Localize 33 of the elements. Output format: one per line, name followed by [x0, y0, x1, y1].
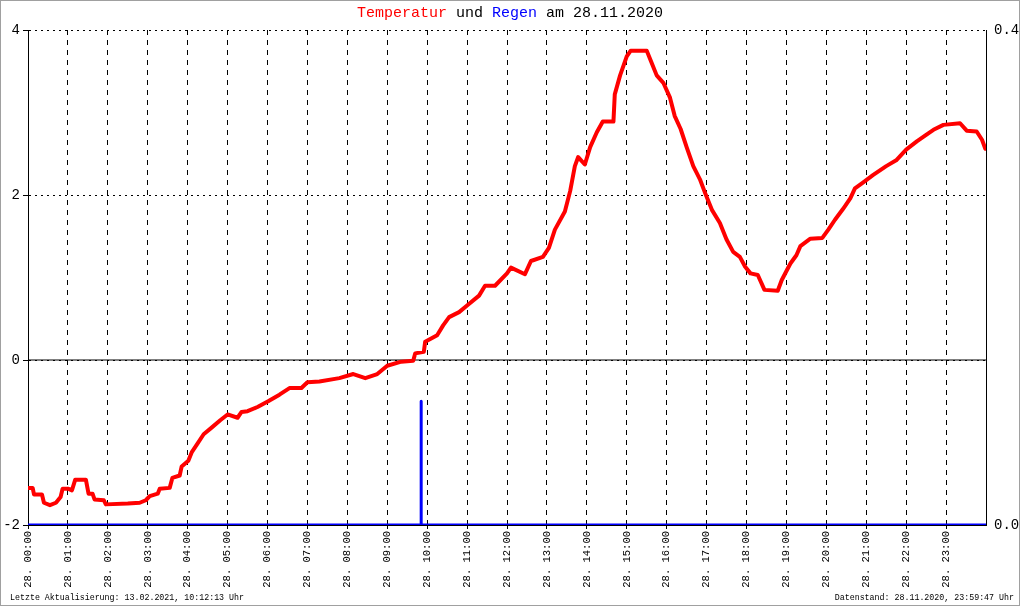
x-tick-label: 28. 17:00 — [700, 531, 713, 588]
x-tick-label: 28. 19:00 — [780, 531, 793, 588]
y-tick-label: 2 — [11, 186, 20, 203]
y-tick-label: -2 — [3, 516, 20, 533]
x-tick-label: 28. 08:00 — [341, 531, 354, 588]
x-tick-label: 28. 01:00 — [61, 531, 74, 588]
y-tick-label: 4 — [11, 21, 20, 38]
y-tick-label: 0 — [11, 351, 20, 368]
x-tick-label: 28. 16:00 — [660, 531, 673, 588]
y2-tick-label: 0.4 — [994, 21, 1020, 38]
x-tick-label: 28. 06:00 — [261, 531, 274, 588]
x-tick-label: 28. 04:00 — [181, 531, 194, 588]
x-tick-label: 28. 13:00 — [540, 531, 553, 588]
x-tick-label: 28. 15:00 — [620, 531, 633, 588]
x-tick-label: 28. 12:00 — [500, 531, 513, 588]
x-tick-label: 28. 21:00 — [860, 531, 873, 588]
x-tick-label: 28. 23:00 — [939, 531, 952, 588]
x-tick-label: 28. 11:00 — [460, 531, 473, 588]
x-tick-label: 28. 03:00 — [141, 531, 154, 588]
x-tick-label: 28. 14:00 — [580, 531, 593, 588]
chart-title: Temperatur und Regen am 28.11.2020 — [356, 5, 664, 22]
text: Datenstand: 28.11.2020, 23:59:47 Uhr — [834, 592, 1014, 603]
y2-tick-label: 0.0 — [994, 516, 1020, 533]
x-tick-label: 28. 05:00 — [221, 531, 234, 588]
x-tick-label: 28. 10:00 — [420, 531, 433, 588]
text: Letzte Aktualisierung: 13.02.2021, 10:12:13 Uhr — [10, 592, 245, 603]
x-tick-label: 28. 00:00 — [21, 531, 34, 588]
x-tick-label: 28. 20:00 — [820, 531, 833, 588]
x-tick-label: 28. 02:00 — [101, 531, 114, 588]
x-tick-label: 28. 09:00 — [381, 531, 394, 588]
x-tick-label: 28. 18:00 — [740, 531, 753, 588]
x-tick-label: 28. 22:00 — [899, 531, 912, 588]
x-tick-label: 28. 07:00 — [301, 531, 314, 588]
